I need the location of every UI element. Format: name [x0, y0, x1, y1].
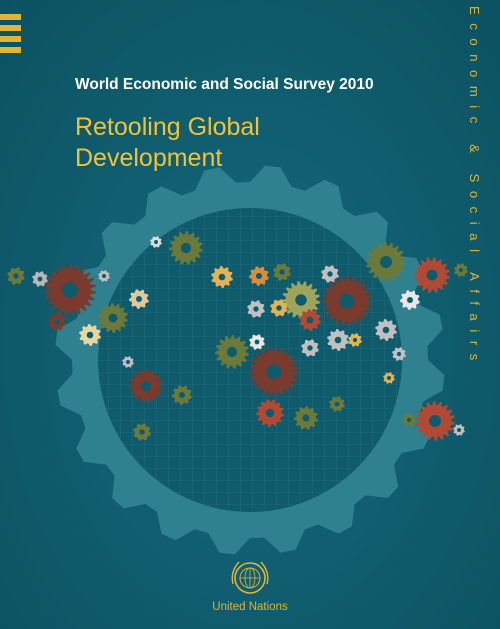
gear-hub	[276, 305, 282, 311]
gear-hub	[13, 273, 19, 279]
gear-hub	[396, 351, 402, 357]
gear-hub	[140, 380, 152, 392]
gear-hub	[180, 242, 192, 254]
gear-hub	[306, 316, 314, 324]
gear-hub	[352, 337, 358, 343]
gear-hub	[254, 339, 260, 345]
gear-hub	[253, 306, 259, 312]
gear-hub	[458, 267, 464, 273]
gear-hub	[407, 297, 413, 303]
gear-hub	[218, 273, 226, 281]
gear-icon	[7, 231, 468, 441]
gear-hub	[54, 319, 60, 325]
gear-hub	[429, 415, 441, 427]
gear-hub	[426, 269, 438, 281]
gear-hub	[126, 360, 130, 364]
series-label: Economic & Social Affairs	[467, 6, 482, 369]
gear-hub	[266, 364, 282, 380]
un-emblem-icon	[231, 561, 269, 594]
survey-title: World Economic and Social Survey 2010	[75, 76, 374, 93]
gear-hub	[179, 392, 185, 398]
title-line-2: Development	[75, 144, 223, 172]
gear-hub	[387, 376, 391, 380]
gear-hub	[226, 346, 238, 358]
publisher-name: United Nations	[212, 601, 288, 613]
gear-hub	[382, 326, 390, 334]
gear-hub	[334, 336, 342, 344]
page-title: Retooling Global Development	[75, 112, 260, 174]
gear-hub	[279, 269, 285, 275]
stripes-icon	[0, 14, 21, 58]
gear-hub	[102, 274, 106, 278]
gear-hub	[154, 240, 158, 244]
gear-hub	[62, 282, 78, 298]
gear-hub	[295, 294, 307, 306]
gear-hub	[265, 408, 275, 418]
gear-hub	[86, 331, 94, 339]
gear-hub	[136, 296, 142, 302]
gear-hub	[139, 429, 145, 435]
gear-hub	[37, 276, 43, 282]
gear-hub	[406, 417, 412, 423]
gear-hub	[307, 345, 313, 351]
gear-hub	[327, 271, 333, 277]
gear-hub	[302, 414, 310, 422]
gear-hub	[339, 293, 355, 309]
gear-hub	[334, 401, 340, 407]
gear-hub	[380, 256, 392, 268]
gear-hub	[108, 313, 118, 323]
gear-hub	[457, 428, 461, 432]
title-line-1: Retooling Global	[75, 113, 260, 141]
gear-hub	[256, 273, 262, 279]
